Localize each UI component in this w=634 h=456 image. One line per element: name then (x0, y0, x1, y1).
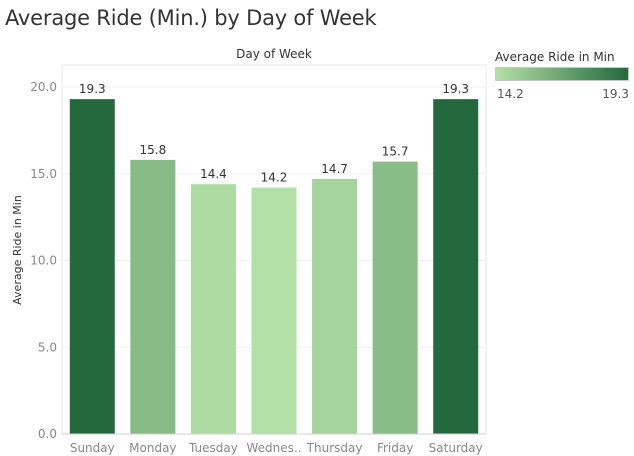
chart-title: Average Ride (Min.) by Day of Week (5, 6, 377, 30)
x-tick-label: Wednes.. (246, 441, 301, 455)
legend-gradient (495, 67, 629, 81)
data-label: 15.8 (139, 143, 166, 157)
y-axis-title: Average Ride in Min (11, 195, 24, 305)
data-label: 14.7 (321, 162, 348, 176)
x-tick-label: Friday (377, 441, 413, 455)
legend-min-label: 14.2 (497, 87, 524, 101)
x-tick-label: Monday (129, 441, 176, 455)
x-tick-label: Sunday (70, 441, 115, 455)
bar (433, 99, 479, 435)
bar (251, 187, 297, 434)
bar (69, 99, 115, 435)
data-label: 14.4 (200, 167, 227, 181)
legend-title: Average Ride in Min (495, 50, 615, 64)
y-tick-label: 0.0 (38, 427, 57, 441)
y-tick-label: 5.0 (38, 340, 57, 354)
bar (372, 161, 418, 435)
legend-max-label: 19.3 (602, 87, 629, 101)
data-label: 19.3 (79, 82, 106, 96)
x-tick-label: Thursday (306, 441, 363, 455)
data-label: 19.3 (442, 82, 469, 96)
x-tick-label: Tuesday (188, 441, 238, 455)
data-label: 15.7 (382, 145, 409, 159)
y-tick-label: 15.0 (30, 167, 57, 181)
y-tick-label: 20.0 (30, 80, 57, 94)
bar (190, 184, 236, 434)
x-tick-label: Saturday (429, 441, 483, 455)
data-label: 14.2 (261, 171, 288, 185)
bar (130, 159, 176, 434)
y-tick-label: 10.0 (30, 254, 57, 268)
bar (312, 178, 358, 434)
x-axis-header: Day of Week (236, 47, 312, 61)
